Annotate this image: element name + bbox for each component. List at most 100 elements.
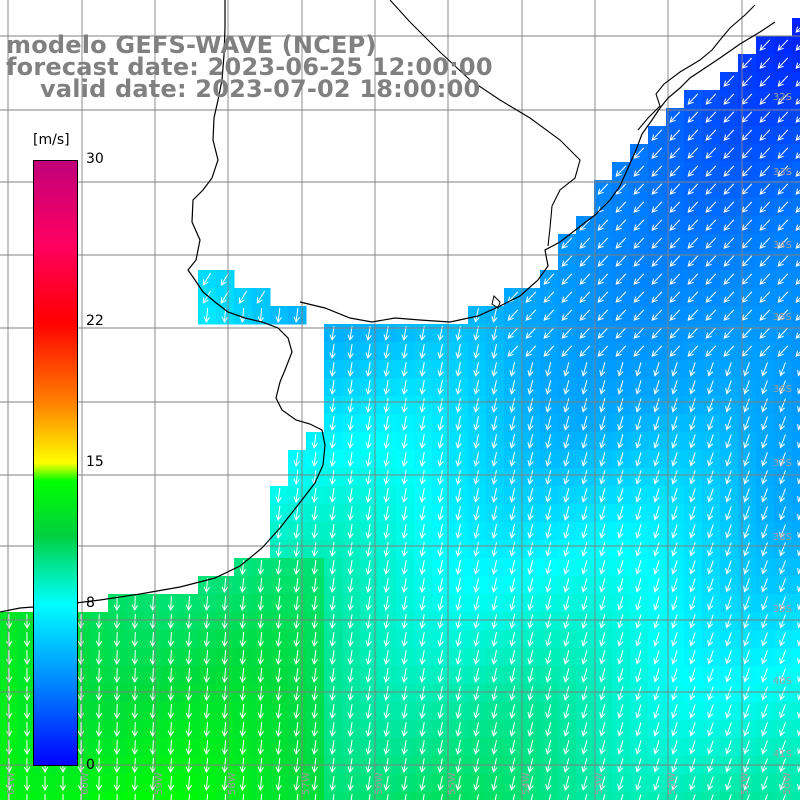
wind-arrow bbox=[599, 650, 606, 665]
wind-arrow bbox=[617, 614, 624, 629]
wind-arrow bbox=[185, 739, 193, 756]
wind-arrow bbox=[167, 595, 175, 612]
wind-arrow bbox=[707, 560, 714, 575]
wind-arrow bbox=[239, 613, 246, 630]
wind-arrow bbox=[257, 577, 264, 594]
wind-arrow bbox=[473, 380, 480, 395]
wind-arrow bbox=[797, 387, 800, 395]
wind-arrow bbox=[687, 147, 699, 159]
wind-cell bbox=[792, 342, 800, 361]
wind-arrow bbox=[545, 398, 552, 413]
wind-arrow bbox=[779, 632, 786, 647]
wind-arrow bbox=[383, 488, 390, 503]
wind-arrow bbox=[707, 614, 714, 629]
wind-arrow bbox=[113, 685, 121, 702]
wind-arrow bbox=[723, 291, 735, 303]
wind-arrow bbox=[545, 632, 552, 647]
wind-arrow bbox=[525, 309, 537, 321]
wind-arrow bbox=[419, 668, 426, 683]
wind-arrow bbox=[347, 668, 354, 683]
wind-arrow bbox=[44, 794, 46, 800]
wind-arrow bbox=[347, 632, 354, 647]
wind-arrow bbox=[671, 776, 678, 791]
wind-arrow bbox=[455, 686, 462, 701]
wind-arrow bbox=[437, 740, 444, 755]
wind-arrow bbox=[509, 362, 516, 377]
latitude-label: 37S bbox=[773, 458, 792, 469]
wind-arrow bbox=[579, 291, 591, 303]
wind-arrow bbox=[581, 686, 588, 701]
wind-arrow bbox=[779, 506, 786, 521]
wind-arrow bbox=[329, 362, 336, 377]
wind-arrow bbox=[689, 416, 696, 431]
wind-cell bbox=[792, 576, 800, 595]
wind-arrow bbox=[239, 577, 246, 594]
wind-arrow bbox=[185, 703, 193, 720]
wind-arrow bbox=[491, 632, 498, 647]
wind-arrow bbox=[579, 309, 591, 321]
wind-arrow bbox=[311, 596, 318, 611]
wind-arrow bbox=[275, 649, 282, 666]
wind-arrow bbox=[743, 452, 750, 467]
wind-arrow bbox=[725, 362, 732, 377]
wind-arrow bbox=[329, 542, 336, 557]
wind-arrow bbox=[113, 667, 121, 684]
wind-arrow bbox=[5, 685, 13, 702]
wind-arrow bbox=[705, 111, 717, 123]
wind-arrow bbox=[401, 776, 408, 791]
wind-arrow bbox=[797, 675, 800, 683]
wind-cell bbox=[792, 216, 800, 235]
wind-arrow bbox=[383, 362, 390, 377]
wind-arrow bbox=[743, 560, 750, 575]
wind-arrow bbox=[239, 685, 246, 702]
wind-arrow bbox=[329, 488, 336, 503]
wind-arrow bbox=[152, 793, 154, 800]
wind-arrow bbox=[455, 560, 462, 575]
wind-arrow bbox=[563, 398, 570, 413]
wind-arrow bbox=[365, 542, 372, 557]
wind-arrow bbox=[687, 237, 699, 249]
wind-arrow bbox=[455, 614, 462, 629]
wind-arrow bbox=[797, 513, 800, 521]
wind-arrow bbox=[777, 237, 789, 249]
wind-arrow bbox=[579, 273, 591, 285]
wind-arrow bbox=[725, 776, 732, 791]
wind-arrow bbox=[669, 201, 681, 213]
wind-arrow bbox=[401, 344, 408, 359]
wind-cell bbox=[792, 450, 800, 469]
wind-arrow bbox=[401, 560, 408, 575]
wind-arrow bbox=[368, 794, 371, 800]
wind-arrow bbox=[653, 434, 660, 449]
wind-arrow bbox=[455, 740, 462, 755]
wind-arrow bbox=[545, 434, 552, 449]
wind-arrow bbox=[530, 794, 534, 800]
wind-arrow bbox=[617, 686, 624, 701]
wind-arrow bbox=[761, 380, 768, 395]
wind-arrow bbox=[635, 668, 642, 683]
wind-arrow bbox=[671, 650, 678, 665]
wind-arrow bbox=[491, 740, 498, 755]
wind-arrow bbox=[239, 667, 246, 684]
wind-arrow bbox=[617, 542, 624, 557]
wind-arrow bbox=[671, 524, 678, 539]
wind-arrow bbox=[77, 631, 85, 648]
wind-arrow bbox=[401, 434, 408, 449]
wind-arrow bbox=[491, 416, 498, 431]
wind-arrow bbox=[617, 578, 624, 593]
wind-arrow bbox=[329, 668, 336, 683]
wind-arrow bbox=[401, 632, 408, 647]
wind-arrow bbox=[759, 129, 771, 141]
wind-arrow bbox=[723, 309, 735, 321]
wind-arrow bbox=[633, 255, 645, 267]
wind-arrow bbox=[725, 506, 732, 521]
wind-arrow bbox=[311, 506, 318, 521]
wind-arrow bbox=[491, 668, 498, 683]
wind-arrow bbox=[761, 488, 768, 503]
wind-arrow bbox=[777, 183, 789, 195]
wind-arrow bbox=[635, 596, 642, 611]
wind-arrow bbox=[455, 416, 462, 431]
wind-arrow bbox=[365, 686, 372, 701]
wind-arrow bbox=[293, 578, 300, 593]
wind-arrow bbox=[599, 524, 606, 539]
wind-arrow bbox=[705, 273, 717, 285]
